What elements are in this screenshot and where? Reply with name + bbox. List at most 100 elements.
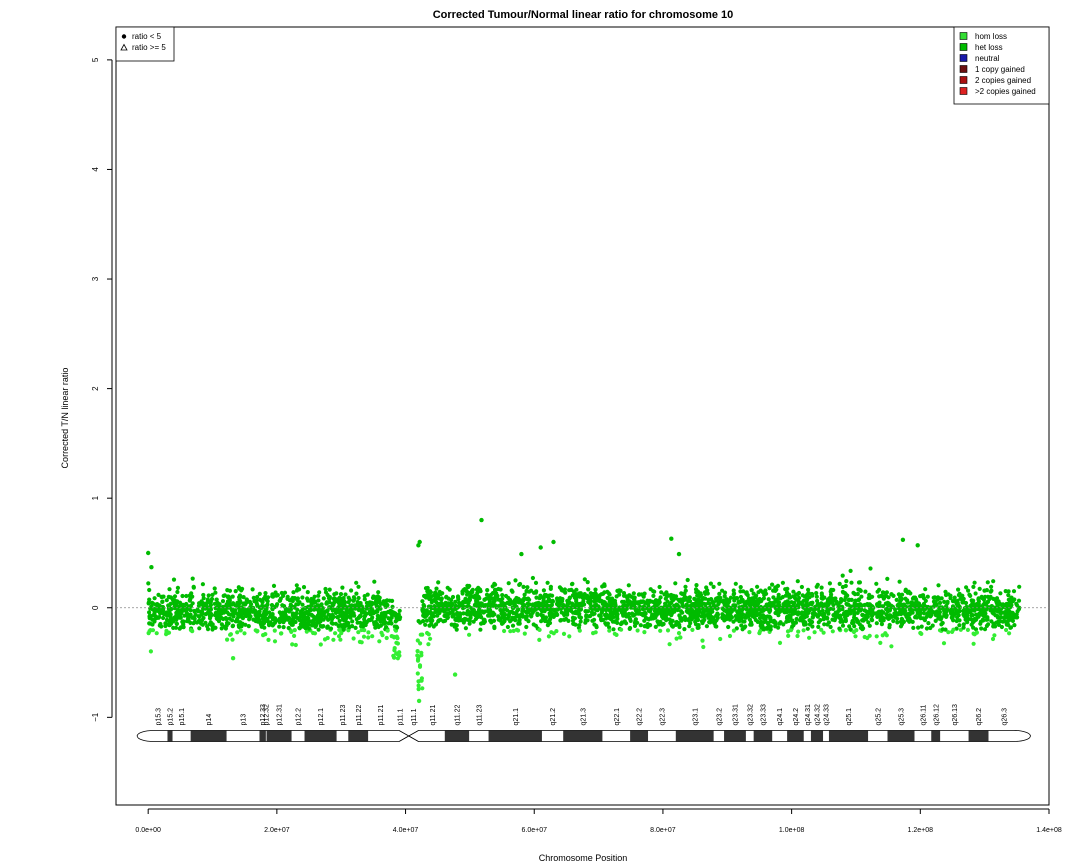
- data-point: [885, 615, 890, 620]
- data-point: [770, 582, 775, 587]
- ideogram-band-label: p15.2: [168, 708, 175, 726]
- ideogram-band-label: p12.2: [296, 708, 303, 726]
- data-point: [235, 600, 240, 606]
- data-point: [994, 620, 999, 625]
- data-point: [900, 607, 905, 612]
- data-point: [365, 605, 370, 611]
- y-tick-label: 4: [91, 167, 100, 172]
- data-point: [676, 551, 682, 557]
- data-point: [461, 611, 466, 616]
- data-point: [699, 598, 704, 603]
- data-point: [452, 624, 457, 629]
- data-point: [516, 628, 521, 633]
- data-point: [485, 602, 491, 607]
- data-point: [147, 587, 152, 593]
- data-point: [731, 628, 737, 633]
- data-point: [200, 618, 205, 623]
- data-point: [214, 597, 219, 602]
- data-point: [814, 584, 819, 589]
- ideogram-band: [469, 730, 489, 742]
- data-point: [150, 628, 156, 633]
- data-point: [200, 582, 205, 587]
- data-point: [551, 539, 556, 545]
- data-point: [264, 598, 270, 603]
- data-point: [975, 613, 980, 618]
- data-point: [545, 580, 550, 585]
- data-point: [288, 605, 293, 610]
- data-point: [991, 579, 996, 584]
- data-point: [436, 595, 441, 600]
- data-point: [174, 606, 180, 611]
- data-point: [282, 604, 287, 609]
- data-point: [394, 618, 399, 623]
- data-point: [973, 617, 979, 622]
- data-point: [474, 587, 479, 592]
- data-point: [167, 611, 172, 616]
- legend-swatch: [959, 65, 968, 73]
- data-point: [426, 642, 431, 647]
- data-point: [921, 611, 927, 616]
- ideogram-band-label: q26.11: [920, 704, 927, 725]
- data-point: [159, 594, 164, 600]
- data-point: [728, 595, 734, 600]
- data-point: [682, 627, 687, 632]
- data-point: [607, 628, 612, 633]
- data-point: [249, 602, 254, 607]
- data-point: [172, 594, 178, 599]
- data-point: [905, 600, 910, 605]
- data-point: [519, 598, 524, 603]
- data-point: [147, 610, 152, 615]
- data-point: [859, 594, 864, 599]
- data-point: [478, 627, 483, 632]
- data-point: [950, 629, 955, 635]
- data-point: [577, 594, 582, 599]
- data-point: [865, 603, 870, 608]
- data-point: [508, 629, 513, 634]
- data-point: [320, 624, 325, 629]
- data-point: [884, 633, 889, 638]
- data-point: [608, 612, 613, 617]
- data-point: [154, 631, 159, 636]
- data-point: [869, 617, 874, 622]
- data-point: [396, 612, 401, 617]
- data-point: [849, 580, 854, 585]
- data-point: [354, 591, 359, 596]
- data-point: [678, 597, 683, 602]
- ideogram-band-label: p14: [206, 714, 213, 726]
- ideogram-band: [368, 730, 393, 742]
- data-point: [338, 637, 343, 642]
- data-point: [558, 596, 563, 601]
- data-point: [537, 637, 542, 643]
- data-point: [990, 610, 995, 615]
- data-point: [308, 607, 313, 613]
- data-point: [526, 596, 531, 601]
- data-point: [907, 616, 912, 621]
- data-point: [807, 635, 812, 640]
- data-point: [997, 601, 1002, 606]
- data-point: [860, 618, 865, 623]
- data-point: [331, 596, 336, 601]
- data-point: [259, 606, 264, 611]
- ideogram-band: [787, 730, 804, 742]
- x-axis-label: Chromosome Position: [539, 853, 628, 863]
- data-point: [500, 603, 505, 608]
- x-tick-label: 1.0e+08: [779, 827, 805, 834]
- data-point: [445, 615, 450, 621]
- data-point: [354, 580, 359, 585]
- data-point: [658, 595, 663, 600]
- data-point: [786, 603, 792, 608]
- data-point: [522, 592, 527, 597]
- data-point: [321, 596, 326, 601]
- data-point: [570, 593, 576, 598]
- data-point: [918, 608, 923, 613]
- data-point: [453, 617, 458, 622]
- data-point: [866, 595, 871, 601]
- legend-entry-label: het loss: [975, 43, 1003, 52]
- legend-copy-number-states: hom loss het loss neutral 1 copy gained 2 co…: [953, 26, 1050, 105]
- data-point: [456, 611, 461, 617]
- data-point: [237, 597, 242, 602]
- data-point: [603, 613, 608, 618]
- data-point: [889, 644, 894, 649]
- data-point: [220, 599, 226, 604]
- data-point: [563, 616, 569, 621]
